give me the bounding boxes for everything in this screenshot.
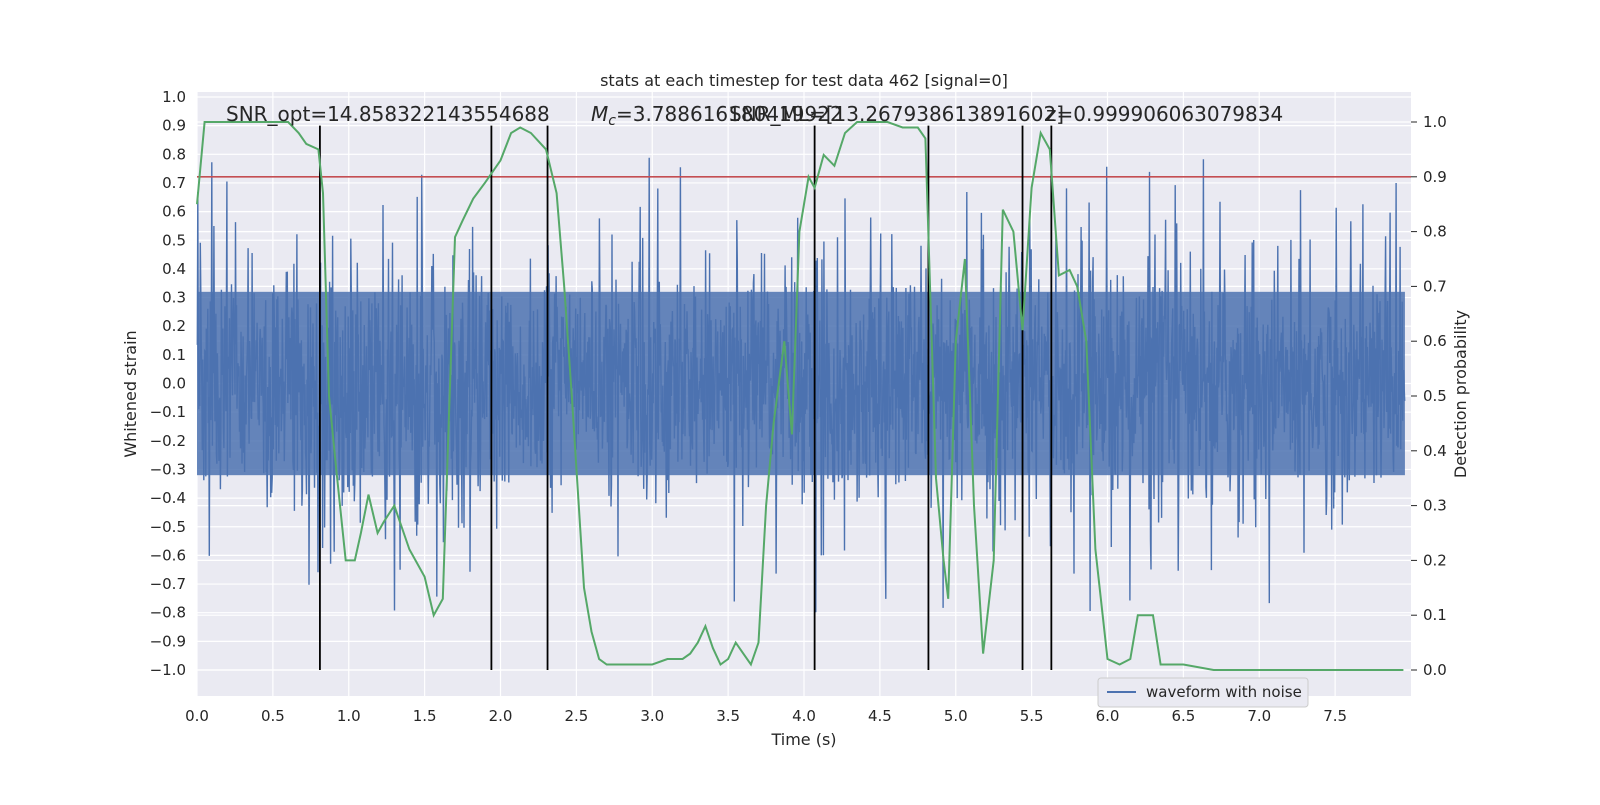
chirp-mass-annotation: Mc=3.788616180419922 [591,102,843,129]
x-tick-label: 1.0 [337,707,361,725]
snr-opt-annotation: SNR_opt=14.858322143554688 [226,102,550,126]
y-tick-label: −0.7 [150,575,186,593]
y-tick-labels: 1.0 0.9 0.8 0.7 0.6 0.5 0.4 0.3 0.2 0.1 0.0 −0.1 −0.… [150,88,186,679]
y-tick-label: 0.3 [162,289,186,307]
z-annotation: z=0.999906063079834 [1046,102,1283,126]
y-tick-label: 0.6 [162,203,186,221]
y-tick-label: −0.6 [150,546,186,564]
snr-ml-annotation: SNR_ML=[13.267938613891602] [729,102,1064,126]
waveform-with-noise-series [196,157,1406,613]
right-y-tick-label: 0.1 [1423,606,1447,624]
y-tick-label: 0.2 [162,317,186,335]
chirp-mass-subscript: c [608,113,616,129]
y-tick-label: 0.7 [162,174,186,192]
x-tick-label: 4.0 [792,707,816,725]
detection-probability-line [196,121,1404,671]
x-tick-label: 0.5 [261,707,285,725]
x-tick-label: 2.0 [489,707,513,725]
y-axis-label: Whitened strain [121,330,140,457]
y-tick-label: −0.5 [150,518,186,536]
chirp-mass-symbol: M [591,102,608,126]
x-tick-label: 5.5 [1020,707,1044,725]
chirp-mass-value: =3.788616180419922 [616,102,843,126]
y-tick-label: 1.0 [162,88,186,106]
x-tick-label: 3.0 [640,707,664,725]
y-tick-label: −0.1 [150,403,186,421]
y-tick-label: 0.9 [162,117,186,135]
right-y-tick-label: 0.0 [1423,661,1447,679]
y-tick-label: −0.2 [150,432,186,450]
right-y-axis-label: Detection probability [1451,310,1470,478]
right-y-tick-label: 0.7 [1423,277,1447,295]
x-tick-label: 7.5 [1323,707,1347,725]
right-y-tick-label: 0.2 [1423,551,1447,569]
y-tick-label: −0.4 [150,489,186,507]
chart-title: stats at each timestep for test data 462… [600,71,1008,90]
y-tick-label: −1.0 [150,661,186,679]
right-y-tick-label: 0.4 [1423,442,1447,460]
right-y-tick-label: 0.6 [1423,332,1447,350]
x-tick-label: 7.0 [1247,707,1271,725]
x-tick-label: 3.5 [716,707,740,725]
x-tick-label: 6.0 [1096,707,1120,725]
right-y-tick-label: 0.5 [1423,387,1447,405]
right-y-tick-label: 1.0 [1423,113,1447,131]
y-tick-label: −0.9 [150,632,186,650]
x-tick-label: 0.0 [185,707,209,725]
y-tick-label: 0.8 [162,145,186,163]
y-tick-label: −0.3 [150,460,186,478]
x-tick-label: 4.5 [868,707,892,725]
legend: waveform with noise [1097,677,1309,708]
right-y-tick-labels: 1.0 0.9 0.8 0.7 0.6 0.5 0.4 0.3 0.2 0.1 0.0 [1423,113,1447,679]
x-axis-label: Time (s) [770,730,836,749]
x-tick-label: 1.5 [413,707,437,725]
legend-box [1097,677,1309,708]
x-tick-label: 5.0 [944,707,968,725]
legend-label-waveform: waveform with noise [1146,683,1302,701]
x-tick-label: 6.5 [1171,707,1195,725]
y-tick-label: 0.5 [162,231,186,249]
waveform-noise-band [197,291,1405,476]
y-tick-label: −0.8 [150,604,186,622]
right-y-tick-label: 0.8 [1423,223,1447,241]
y-tick-label: 0.1 [162,346,186,364]
y-tick-label: 0.4 [162,260,186,278]
y-tick-label: 0.0 [162,375,186,393]
right-y-tick-label: 0.9 [1423,168,1447,186]
x-tick-labels: 0.0 0.5 1.0 1.5 2.0 2.5 3.0 3.5 4.0 4.5 5.0 5.5 6.0 6… [185,707,1347,725]
x-tick-label: 2.5 [564,707,588,725]
right-y-tick-label: 0.3 [1423,497,1447,515]
